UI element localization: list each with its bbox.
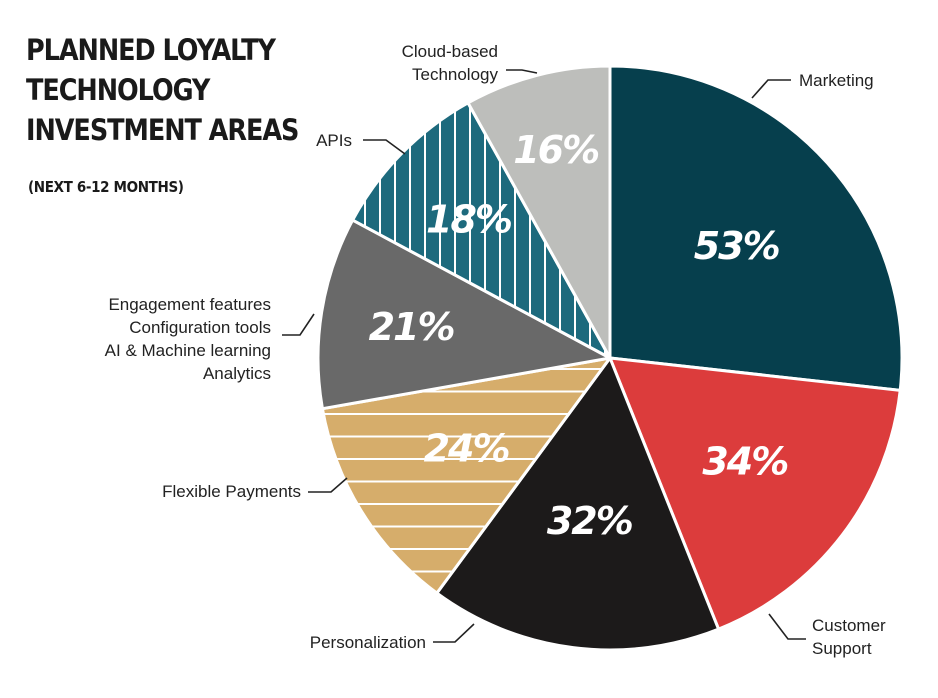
pie-slice-personalization <box>435 356 721 652</box>
pie-slices <box>316 64 904 652</box>
pie-slice-cloud-based <box>466 64 612 360</box>
pie-percent-engagement-features: 21% <box>369 305 454 349</box>
pie-callouts: Marketing Customer Support Personalization F… <box>105 42 886 658</box>
title-line-3: INVESTMENT AREAS <box>26 113 299 147</box>
leader-line-personalization <box>433 623 475 643</box>
category-label-flexible-payments: Flexible Payments <box>162 482 301 501</box>
pie-slice-apis <box>351 101 612 360</box>
category-label-customer: Customer Support <box>812 616 886 658</box>
pie-percent-apis: 18% <box>426 198 511 242</box>
pie-percent-customer: 34% <box>702 440 787 484</box>
pie-slice-flexible-payments <box>320 356 612 595</box>
pie-percent-labels: 53% 34% 32% 24% 21% 18%16% <box>369 128 790 543</box>
pie-slice-engagement-features <box>316 218 612 411</box>
leader-line-customer <box>768 613 806 640</box>
chart-subtitle: (NEXT 6-12 MONTHS) <box>28 178 184 196</box>
leader-line-flexible-payments <box>308 477 348 493</box>
title-line-1: PLANNED LOYALTY <box>26 33 276 67</box>
leader-line-apis <box>363 139 406 155</box>
category-label-marketing: Marketing <box>799 71 874 90</box>
pie-percent-personalization: 32% <box>547 499 632 543</box>
pie-percent-marketing: 53% <box>694 224 779 268</box>
title-line-2: TECHNOLOGY <box>26 73 210 107</box>
pie-slice-customer <box>608 356 902 631</box>
pie-percent-cloud-based: 16% <box>513 128 598 172</box>
category-label-engagement-features: Engagement features Configuration tools AI… <box>105 295 271 383</box>
category-label-personalization: Personalization <box>310 633 426 652</box>
pie-percent-flexible-payments: 24% <box>424 426 509 470</box>
category-label-apis: APIs <box>316 131 352 150</box>
leader-line-engagement-features <box>282 313 315 336</box>
leader-line-marketing <box>751 79 791 99</box>
leader-line-cloud-based <box>506 69 538 74</box>
pie-slice-marketing <box>608 64 904 392</box>
chart-title: PLANNED LOYALTY TECHNOLOGY INVESTMENT AR… <box>26 30 299 150</box>
category-label-cloud-based: Cloud-based Technology <box>402 42 499 84</box>
